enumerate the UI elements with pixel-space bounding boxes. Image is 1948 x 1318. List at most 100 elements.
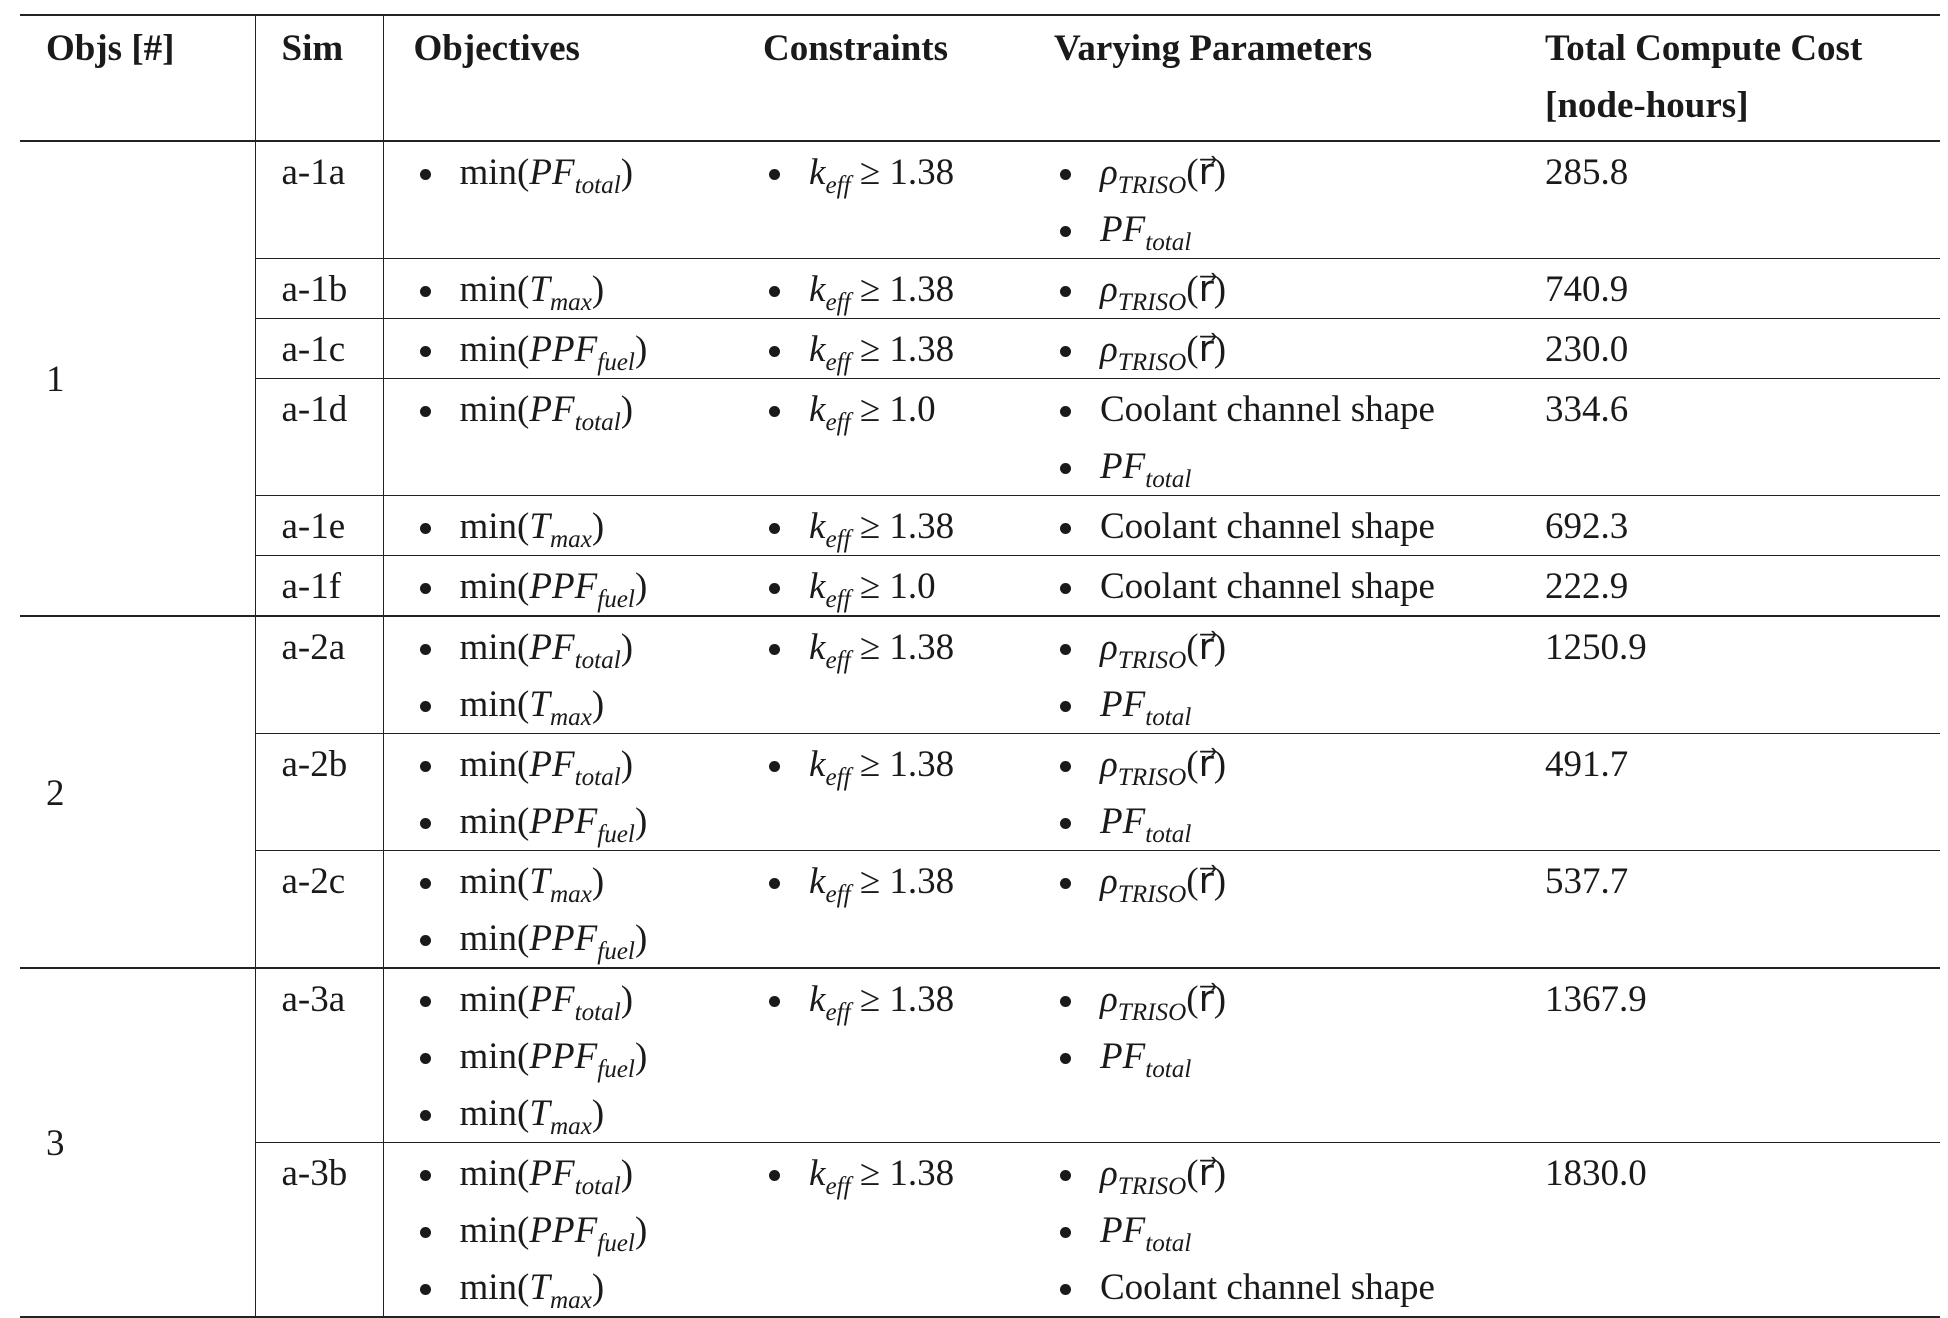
objective-item: min(PFtotal) — [414, 1145, 764, 1202]
compute-cost-cell: 491.7 — [1545, 744, 1629, 785]
table-row: a-1b min(Tmax) keff ≥ 1.38 ρTRISO(r⃗) 740.9 — [20, 258, 1940, 319]
objective-list: min(PPFfuel) — [414, 558, 764, 615]
objective-item: min(PFtotal) — [414, 619, 764, 676]
varying-parameter-list: ρTRISO(r⃗) PFtotal — [1054, 971, 1545, 1085]
constraints-cell: keff ≥ 1.38 — [763, 259, 1054, 319]
objective-list: min(PFtotal) min(Tmax) — [414, 619, 764, 733]
objective-item: min(PPFfuel) — [414, 793, 764, 850]
constraint-list: keff ≥ 1.0 — [763, 558, 1054, 615]
objectives-cell: min(Tmax) — [383, 496, 763, 556]
constraint-list: keff ≥ 1.38 — [763, 971, 1054, 1028]
varying-parameter-item: ρTRISO(r⃗) — [1054, 144, 1545, 201]
objective-list: min(Tmax) — [414, 261, 764, 318]
compute-cost-cell: 1367.9 — [1545, 979, 1647, 1020]
objective-item: min(PFtotal) — [414, 144, 764, 201]
constraint-item: keff ≥ 1.38 — [763, 261, 1054, 318]
objective-item: min(Tmax) — [414, 1259, 764, 1316]
sim-id-cell: a-1a — [255, 141, 384, 259]
objectives-cell: min(Tmax) min(PPFfuel) — [383, 851, 763, 969]
constraint-list: keff ≥ 1.0 — [763, 381, 1054, 438]
objective-item: min(Tmax) — [414, 853, 764, 910]
constraint-item: keff ≥ 1.38 — [763, 971, 1054, 1028]
varying-parameters-cell: ρTRISO(r⃗) PFtotal — [1054, 616, 1545, 734]
objectives-cell: min(PFtotal) min(PPFfuel) — [383, 734, 763, 851]
table-row: 1 a-1a min(PFtotal) keff ≥ 1.38 ρTRISO(r⃗) PF… — [20, 141, 1940, 617]
varying-parameters-cell: ρTRISO(r⃗) PFtotal Coolant channel shape — [1054, 1143, 1545, 1318]
constraints-cell: keff ≥ 1.38 — [763, 851, 1054, 969]
objectives-cell: min(PPFfuel) — [383, 319, 763, 379]
objective-item: min(PPFfuel) — [414, 321, 764, 378]
header-constraints: Constraints — [763, 14, 1054, 142]
objectives-cell: min(PFtotal) min(PPFfuel) min(Tmax) — [383, 968, 763, 1143]
objective-item: min(PPFfuel) — [414, 1202, 764, 1259]
sim-id-cell: a-2b — [255, 733, 384, 851]
compute-cost-cell: 230.0 — [1545, 329, 1629, 370]
sim-id-cell: a-3a — [255, 968, 384, 1143]
compute-cost-cell: 692.3 — [1545, 506, 1629, 547]
simulation-table: Objs [#] Sim Objectives Constraints Vary… — [20, 14, 1940, 1318]
objective-item: min(Tmax) — [414, 261, 764, 318]
objective-list: min(Tmax) — [414, 498, 764, 555]
varying-parameter-item: ρTRISO(r⃗) — [1054, 736, 1545, 793]
objective-list: min(PFtotal) min(PPFfuel) min(Tmax) — [414, 1145, 764, 1316]
sim-id-cell: a-3b — [255, 1142, 384, 1317]
constraint-list: keff ≥ 1.38 — [763, 261, 1054, 318]
varying-parameter-item: PFtotal — [1054, 1202, 1545, 1259]
varying-parameter-item: ρTRISO(r⃗) — [1054, 853, 1545, 910]
constraints-cell: keff ≥ 1.38 — [763, 496, 1054, 556]
constraints-cell: keff ≥ 1.0 — [763, 379, 1054, 496]
header-varying-parameters: Varying Parameters — [1054, 14, 1545, 142]
sim-id-cell: a-1d — [255, 378, 384, 496]
compute-cost-cell: 537.7 — [1545, 861, 1629, 902]
table-body: 1 a-1a min(PFtotal) keff ≥ 1.38 ρTRISO(r⃗) PF… — [20, 141, 1940, 1318]
varying-parameters-cell: Coolant channel shape — [1054, 556, 1545, 617]
varying-parameter-item: PFtotal — [1054, 1028, 1545, 1085]
objectives-cell: min(PFtotal) — [383, 379, 763, 496]
varying-parameter-item: ρTRISO(r⃗) — [1054, 1145, 1545, 1202]
table-row: 3 a-3a min(PFtotal) min(PPFfuel) min(Tmax) ke… — [20, 968, 1940, 1318]
compute-cost-cell: 285.8 — [1545, 152, 1629, 193]
objective-list: min(PFtotal) — [414, 144, 764, 201]
constraint-item: keff ≥ 1.38 — [763, 498, 1054, 555]
varying-parameter-item: PFtotal — [1054, 676, 1545, 733]
varying-parameters-cell: Coolant channel shape PFtotal — [1054, 379, 1545, 496]
constraint-item: keff ≥ 1.38 — [763, 736, 1054, 793]
objective-list: min(PPFfuel) — [414, 321, 764, 378]
constraint-item: keff ≥ 1.0 — [763, 381, 1054, 438]
objective-item: min(Tmax) — [414, 498, 764, 555]
varying-parameter-list: ρTRISO(r⃗) — [1054, 853, 1545, 910]
varying-parameter-list: Coolant channel shape PFtotal — [1054, 381, 1545, 495]
objective-item: min(PFtotal) — [414, 971, 764, 1028]
header-sim: Sim — [255, 14, 384, 142]
sim-id-cell: a-1f — [255, 555, 384, 616]
varying-parameter-list: Coolant channel shape — [1054, 558, 1545, 615]
constraint-list: keff ≥ 1.38 — [763, 1145, 1054, 1202]
objectives-cell: min(PFtotal) min(PPFfuel) min(Tmax) — [383, 1143, 763, 1318]
objective-item: min(PPFfuel) — [414, 910, 764, 967]
varying-parameter-list: ρTRISO(r⃗) PFtotal — [1054, 736, 1545, 850]
varying-parameters-cell: ρTRISO(r⃗) PFtotal — [1054, 968, 1545, 1143]
varying-parameter-item: PFtotal — [1054, 201, 1545, 258]
constraint-list: keff ≥ 1.38 — [763, 619, 1054, 676]
header-objs: Objs [#] — [20, 14, 256, 142]
varying-parameter-item: PFtotal — [1054, 793, 1545, 850]
varying-parameter-list: ρTRISO(r⃗) — [1054, 321, 1545, 378]
sim-id-cell: a-1e — [255, 495, 384, 556]
constraint-list: keff ≥ 1.38 — [763, 144, 1054, 201]
header-row: Objs [#] Sim Objectives Constraints Vary… — [20, 14, 1940, 142]
constraint-item: keff ≥ 1.38 — [763, 853, 1054, 910]
objectives-cell: min(Tmax) — [383, 259, 763, 319]
constraints-cell: keff ≥ 1.38 — [763, 1143, 1054, 1318]
varying-parameter-list: ρTRISO(r⃗) PFtotal — [1054, 144, 1545, 258]
constraint-list: keff ≥ 1.38 — [763, 736, 1054, 793]
varying-parameter-item: PFtotal — [1054, 438, 1545, 495]
varying-parameter-item: ρTRISO(r⃗) — [1054, 971, 1545, 1028]
table-row: a-2b min(PFtotal) min(PPFfuel) keff ≥ 1.38 ρ… — [20, 733, 1940, 851]
objective-list: min(PFtotal) min(PPFfuel) min(Tmax) — [414, 971, 764, 1142]
varying-parameter-item: Coolant channel shape — [1054, 381, 1545, 438]
objs-count-cell: 2 — [20, 616, 256, 969]
compute-cost-cell: 222.9 — [1545, 566, 1629, 607]
varying-parameter-item: ρTRISO(r⃗) — [1054, 619, 1545, 676]
varying-parameters-cell: Coolant channel shape — [1054, 496, 1545, 556]
sim-id-cell: a-2a — [255, 616, 384, 734]
